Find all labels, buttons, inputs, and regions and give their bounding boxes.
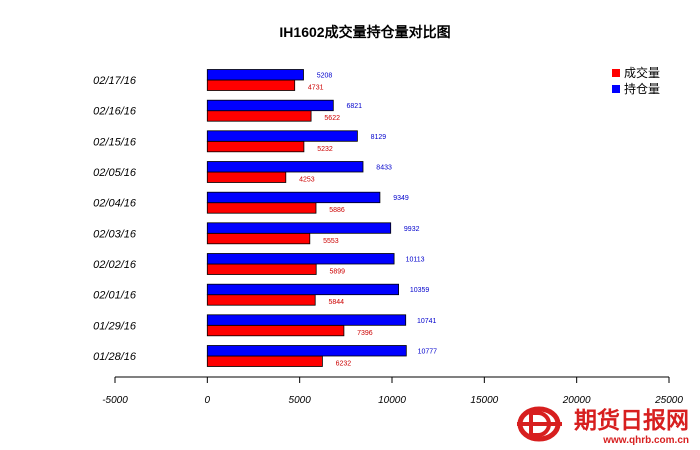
value-label-open-interest-01-29-16: 10741 (417, 318, 437, 325)
value-label-volume-02-01-16: 5844 (329, 299, 345, 306)
bar-volume-02-05-16 (206, 171, 287, 183)
bar-open-interest-02-03-16 (206, 222, 392, 234)
value-label-open-interest-02-03-16: 9932 (404, 226, 420, 233)
x-tick-label-10000: 10000 (378, 395, 406, 406)
chart-title: IH1602成交量持仓量对比图 (279, 24, 450, 40)
plot-area: 02/17/16 4731 5208 02/16/16 5622 6821 02/15/16… (93, 69, 438, 368)
value-label-volume-02-03-16: 5553 (323, 238, 339, 245)
category-label-02-02-16: 02/02/16 (93, 259, 137, 271)
value-label-volume-02-05-16: 4253 (299, 177, 315, 184)
x-axis: -5000 0 5000 10000 15000 20000 25000 (102, 376, 683, 406)
value-label-volume-02-02-16: 5899 (330, 269, 346, 276)
bar-open-interest-02-02-16 (206, 253, 395, 265)
value-label-volume-02-17-16: 4731 (308, 85, 324, 92)
legend-swatch-volume (612, 69, 620, 77)
x-tick-label--5000: -5000 (102, 395, 128, 406)
watermark-site-name: 期货日报网 (574, 407, 689, 434)
x-tick-label-5000: 5000 (289, 395, 312, 406)
bar-open-interest-01-28-16 (206, 345, 407, 357)
category-label-02-15-16: 02/15/16 (93, 136, 137, 148)
value-label-open-interest-02-05-16: 8433 (376, 165, 392, 172)
qhrb-logo (517, 406, 562, 442)
bar-open-interest-02-15-16 (206, 130, 358, 142)
legend-label-volume: 成交量 (624, 65, 660, 80)
value-label-open-interest-02-04-16: 9349 (393, 195, 409, 202)
bar-open-interest-01-29-16 (206, 314, 407, 326)
bar-open-interest-02-04-16 (206, 191, 381, 204)
bar-volume-01-28-16 (206, 355, 323, 367)
x-tick-label-0: 0 (205, 395, 211, 406)
category-label-02-04-16: 02/04/16 (93, 198, 137, 210)
category-label-02-03-16: 02/03/16 (93, 228, 137, 240)
category-label-02-16-16: 02/16/16 (93, 106, 137, 118)
bar-volume-02-16-16 (206, 110, 312, 122)
bar-open-interest-02-05-16 (206, 161, 364, 173)
watermark: 期货日报网 www.qhrb.com.cn (517, 406, 689, 446)
value-label-volume-01-28-16: 6232 (336, 361, 352, 368)
bar-open-interest-02-16-16 (206, 99, 334, 112)
value-label-volume-01-29-16: 7396 (357, 330, 373, 337)
x-tick-label-25000: 25000 (654, 395, 683, 406)
value-label-open-interest-02-01-16: 10359 (410, 287, 430, 294)
bar-volume-02-17-16 (206, 79, 296, 91)
value-label-open-interest-01-28-16: 10777 (418, 349, 438, 356)
category-label-02-01-16: 02/01/16 (93, 290, 137, 302)
bar-volume-02-15-16 (206, 140, 305, 153)
bar-volume-02-01-16 (206, 294, 316, 306)
legend-swatch-open-interest (612, 85, 620, 93)
bar-volume-02-02-16 (206, 263, 317, 275)
watermark-url: www.qhrb.com.cn (602, 435, 689, 446)
logo-bar (517, 422, 562, 426)
bar-volume-02-03-16 (206, 232, 311, 245)
x-tick-label-20000: 20000 (562, 395, 591, 406)
bar-open-interest-02-17-16 (206, 69, 304, 81)
legend-label-open-interest: 持仓量 (624, 81, 660, 96)
bar-volume-02-04-16 (206, 202, 317, 214)
value-label-open-interest-02-16-16: 6821 (347, 103, 363, 110)
bar-open-interest-02-01-16 (206, 283, 400, 296)
value-label-open-interest-02-02-16: 10113 (406, 257, 425, 264)
category-label-01-29-16: 01/29/16 (93, 320, 137, 332)
category-label-02-05-16: 02/05/16 (93, 167, 137, 179)
legend: 成交量持仓量 (612, 65, 660, 96)
value-label-volume-02-15-16: 5232 (317, 146, 333, 153)
value-label-open-interest-02-15-16: 8129 (371, 134, 387, 141)
bar-volume-01-29-16 (206, 324, 345, 337)
value-label-volume-02-16-16: 5622 (324, 115, 340, 122)
x-tick-label-15000: 15000 (470, 395, 498, 406)
value-label-open-interest-02-17-16: 5208 (317, 73, 333, 80)
category-label-01-28-16: 01/28/16 (93, 351, 137, 363)
value-label-volume-02-04-16: 5886 (329, 207, 345, 214)
category-label-02-17-16: 02/17/16 (93, 75, 137, 87)
